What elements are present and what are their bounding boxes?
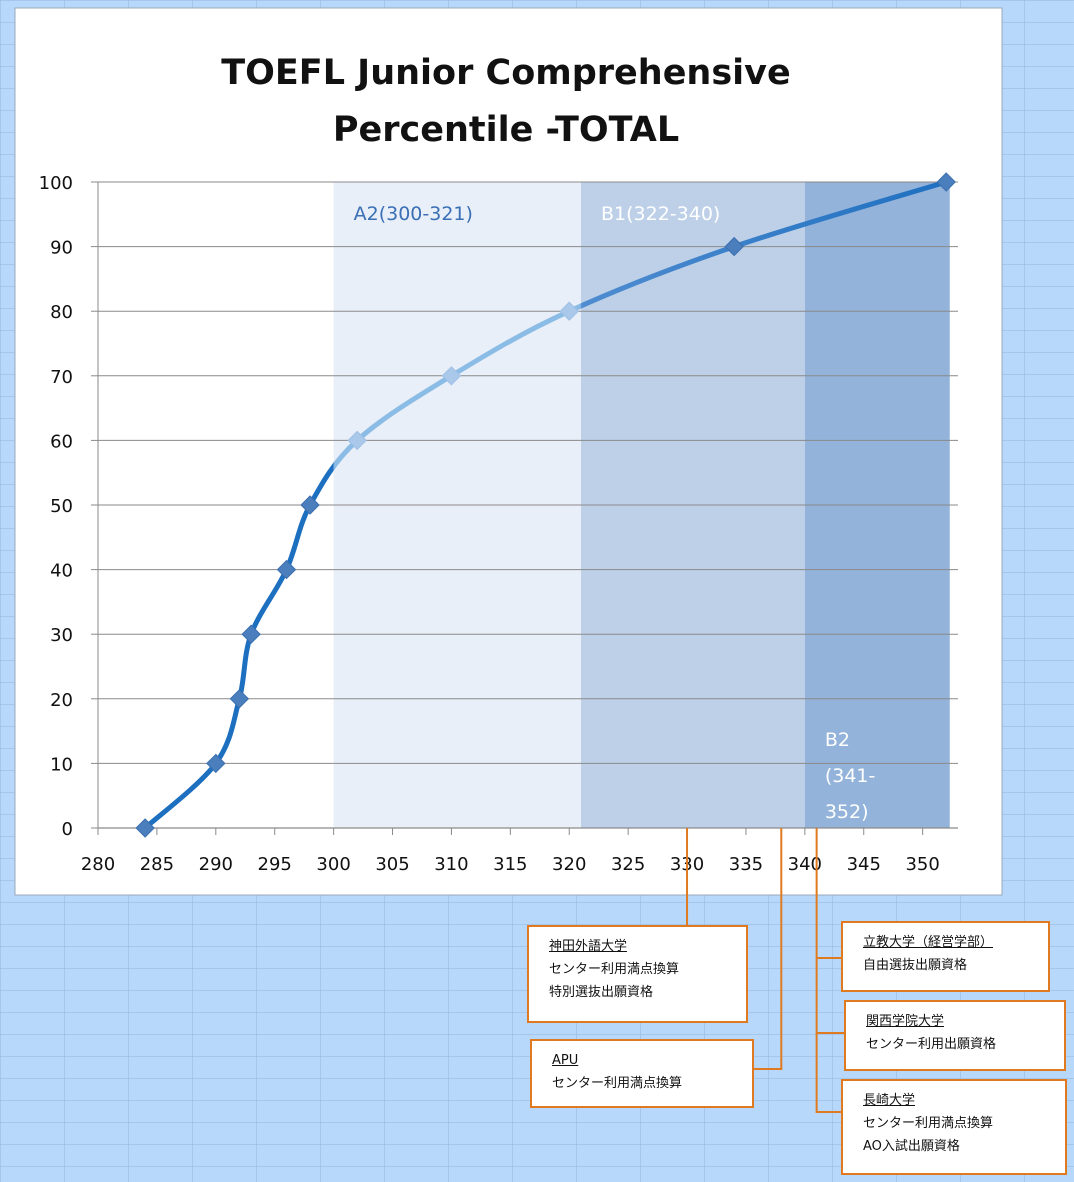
x-tick-label-345: 345 [847, 854, 881, 875]
band-label-0-0: A2(300-321) [354, 203, 473, 225]
x-tick-label-325: 325 [611, 854, 645, 875]
band-label-2-1: (341- [825, 765, 876, 787]
callout-apu-line-1: センター利用満点換算 [552, 1076, 683, 1091]
y-tick-label-90: 90 [50, 238, 73, 259]
data-point-292-20 [229, 689, 250, 709]
data-point-310-70 [441, 366, 462, 386]
x-tick-label-350: 350 [905, 854, 939, 875]
callout-nagasaki-title: 長崎大学 [863, 1093, 916, 1108]
x-tick-label-315: 315 [493, 854, 527, 875]
data-point-334-90 [724, 236, 744, 257]
callout-nagasaki: 長崎大学 センター利用満点換算 AO入試出願資格 [841, 1079, 1067, 1175]
data-point-296-40 [276, 559, 297, 580]
x-tick-label-300: 300 [316, 854, 350, 875]
callout-rikkyo-title: 立教大学（経営学部） [863, 935, 994, 950]
callout-leader-1 [754, 828, 783, 1070]
x-tick-label-340: 340 [788, 854, 822, 875]
chart-title-line-2: Percentile -TOTAL [333, 110, 679, 150]
callout-kanda-line-2: 特別選抜出願資格 [549, 985, 654, 1000]
data-point-302-60 [347, 430, 367, 451]
x-tick-label-280: 280 [81, 854, 115, 875]
y-tick-label-0: 0 [62, 819, 73, 840]
data-point-320-80 [559, 301, 579, 321]
callout-apu-title: APU [552, 1053, 579, 1068]
chart-title-line-1: TOEFL Junior Comprehensive [221, 53, 791, 93]
y-tick-label-30: 30 [50, 625, 73, 646]
band-label-2-0: B2 [825, 729, 850, 751]
callout-kwansei: 関西学院大学 センター利用出願資格 [844, 1000, 1066, 1071]
callout-leader-3 [815, 958, 844, 1034]
callout-kanda-title: 神田外語大学 [549, 939, 628, 954]
y-tick-label-60: 60 [50, 431, 73, 452]
callout-leader-layer [686, 828, 844, 1113]
callout-kwansei-title: 関西学院大学 [866, 1014, 945, 1029]
y-tick-label-70: 70 [50, 367, 73, 388]
x-tick-label-310: 310 [434, 854, 468, 875]
callout-apu: APU センター利用満点換算 [530, 1039, 754, 1108]
marker-layer [135, 172, 956, 838]
y-tick-label-50: 50 [50, 496, 73, 517]
x-tick-label-290: 290 [199, 854, 233, 875]
y-tick-label-20: 20 [50, 690, 73, 711]
data-point-293-30 [241, 624, 261, 644]
callout-kanda: 神田外語大学 センター利用満点換算 特別選抜出願資格 [527, 925, 748, 1023]
callout-rikkyo: 立教大学（経営学部） 自由選抜出願資格 [841, 921, 1050, 992]
y-tick-label-100: 100 [39, 173, 73, 194]
callout-kanda-line-1: センター利用満点換算 [549, 962, 680, 977]
y-tick-label-40: 40 [50, 561, 73, 582]
callout-rikkyo-line-1: 自由選抜出願資格 [863, 958, 968, 973]
y-tick-label-10: 10 [50, 754, 73, 775]
callout-kwansei-line-1: センター利用出願資格 [866, 1037, 997, 1052]
x-tick-label-305: 305 [375, 854, 409, 875]
band-label-1-0: B1(322-340) [601, 203, 720, 225]
band-label-2-2: 352) [825, 801, 869, 823]
callout-nagasaki-line-1: センター利用満点換算 [863, 1116, 994, 1131]
x-tick-label-295: 295 [258, 854, 292, 875]
data-point-290-10 [206, 753, 226, 774]
data-point-284-0 [135, 818, 155, 838]
x-tick-label-320: 320 [552, 854, 586, 875]
data-point-298-50 [300, 495, 320, 515]
axis-layer: 0 10 20 30 40 50 60 70 80 90 100 280 285 290 295 300 305… [39, 173, 940, 875]
y-tick-label-80: 80 [50, 302, 73, 323]
callout-leader-4 [815, 1033, 841, 1113]
callout-nagasaki-line-2: AO入試出願資格 [863, 1139, 960, 1154]
data-point-352-100 [936, 172, 956, 192]
x-tick-label-335: 335 [729, 854, 763, 875]
band-label-layer: A2(300-321) B1(322-340) B2 (341- 352) [354, 203, 876, 823]
x-tick-label-285: 285 [140, 854, 174, 875]
